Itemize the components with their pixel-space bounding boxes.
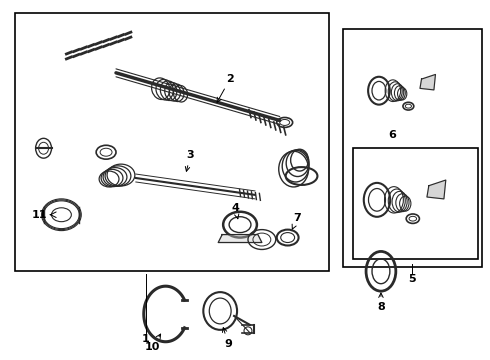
Text: 9: 9	[222, 328, 232, 349]
Bar	[353, 148, 478, 260]
Text: 5: 5	[408, 274, 416, 284]
Text: 10: 10	[145, 334, 161, 352]
Text: 7: 7	[292, 213, 301, 229]
Text: 8: 8	[377, 293, 385, 312]
Polygon shape	[427, 180, 446, 199]
Text: 1: 1	[142, 334, 149, 344]
Text: 3: 3	[185, 150, 194, 171]
Text: 11: 11	[32, 210, 48, 220]
Polygon shape	[420, 75, 436, 90]
Text: 4: 4	[231, 203, 239, 219]
Text: 2: 2	[217, 74, 234, 102]
Text: 6: 6	[388, 130, 396, 140]
Bar	[343, 29, 482, 267]
Bar	[15, 13, 329, 271]
Polygon shape	[218, 235, 262, 243]
